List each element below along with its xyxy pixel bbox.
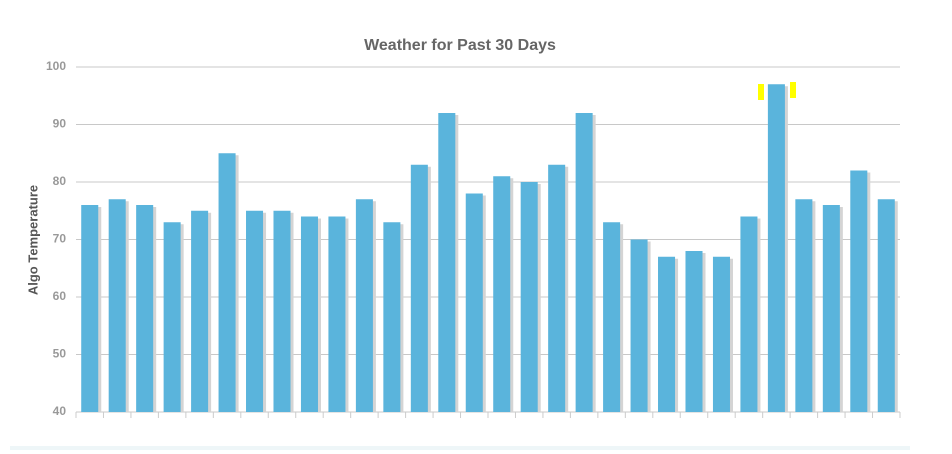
y-tick-label: 40 [53,404,67,418]
bar [410,164,428,412]
bar [850,170,868,412]
bar [383,222,401,412]
bar [163,222,181,412]
bar [877,199,895,412]
bar [548,164,566,412]
bar [438,113,456,412]
y-tick-label: 60 [53,289,67,303]
bar [822,205,840,412]
bar [136,205,154,412]
bar [493,176,511,412]
y-tick-label: 70 [53,232,67,246]
bar [191,210,209,412]
bar [218,153,236,412]
bar [300,216,318,412]
y-axis-label: Algo Temperature [25,185,40,295]
bar [740,216,758,412]
chart-title: Weather for Past 30 Days [364,37,556,54]
bar [767,84,785,412]
bar [246,210,264,412]
bar [328,216,346,412]
bar [575,113,593,412]
bar [108,199,126,412]
bottom-strip [10,446,910,450]
bar [273,210,291,412]
y-tick-label: 50 [53,347,67,361]
bar [685,251,703,412]
bar [712,256,730,412]
bar [465,193,483,412]
y-tick-label: 100 [46,59,66,73]
bar [795,199,813,412]
y-tick-label: 80 [53,174,67,188]
bar [658,256,676,412]
highlight-mark [790,82,796,98]
y-tick-label: 90 [53,117,67,131]
bar [81,205,99,412]
bar [630,239,648,412]
bar [520,182,538,412]
bar [603,222,621,412]
bar [355,199,373,412]
highlight-mark [758,84,764,100]
